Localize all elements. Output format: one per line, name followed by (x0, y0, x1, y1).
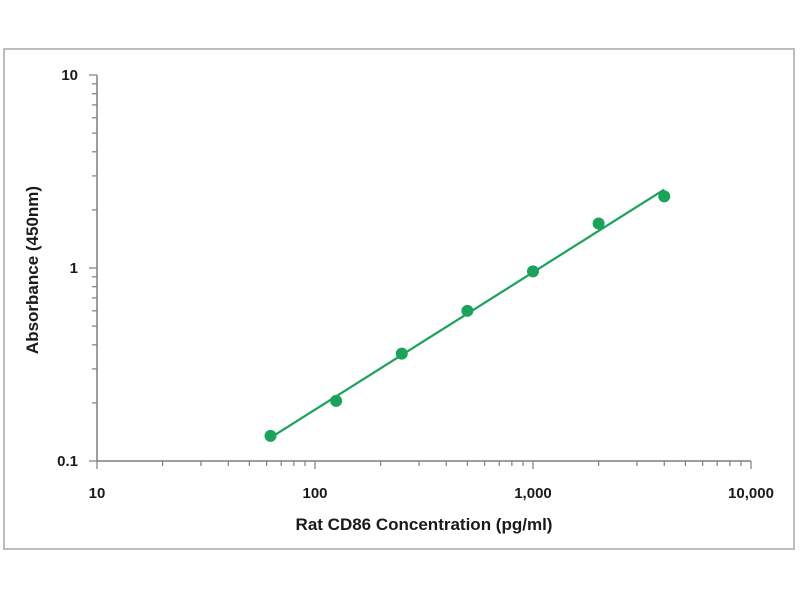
data-point (264, 429, 277, 442)
data-marks (264, 188, 671, 442)
data-point (395, 347, 408, 360)
data-point (527, 265, 539, 278)
data-point (330, 394, 343, 407)
y-tick-label-2: 10 (61, 67, 78, 84)
chart-frame (3, 48, 795, 550)
x-tick-label-0: 10 (89, 485, 106, 502)
y-tick-label-0: 0.1 (57, 453, 78, 470)
x-axis-title: Rat CD86 Concentration (pg/ml) (296, 515, 553, 534)
data-point (658, 190, 671, 203)
y-axis-title: Absorbance (450nm) (23, 186, 42, 354)
data-point (461, 304, 474, 317)
data-point (592, 217, 605, 230)
x-tick-label-2: 1,000 (514, 485, 552, 502)
y-tick-label-1: 1 (70, 260, 78, 277)
x-tick-label-3: 10,000 (728, 485, 774, 502)
x-tick-label-1: 100 (302, 485, 327, 502)
axes (89, 74, 752, 469)
